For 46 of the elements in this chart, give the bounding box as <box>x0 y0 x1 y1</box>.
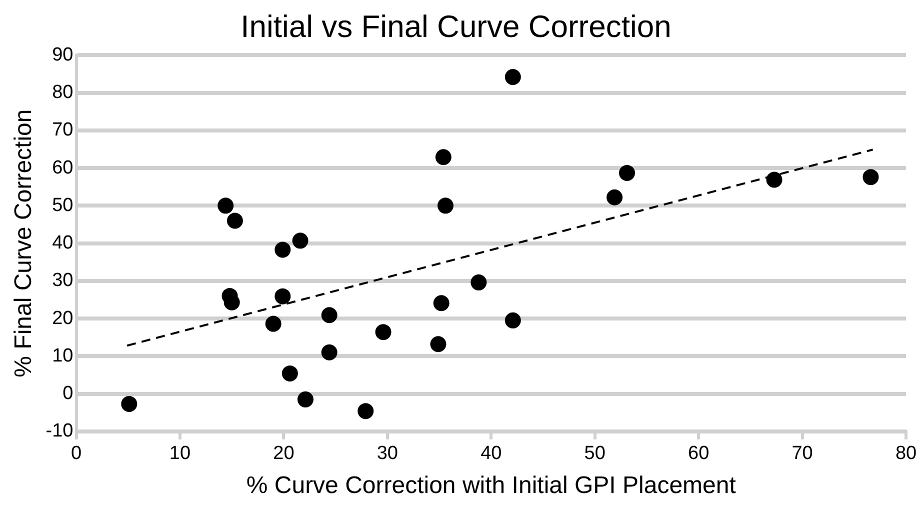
x-tick-label: 20 <box>273 443 294 464</box>
point <box>218 198 234 214</box>
point <box>504 69 521 86</box>
point <box>292 232 308 249</box>
point <box>433 295 450 312</box>
point <box>470 274 487 290</box>
point <box>430 336 446 352</box>
y-tick-label: 50 <box>52 194 74 216</box>
y-tick-label: 90 <box>52 44 74 66</box>
point <box>358 403 374 420</box>
y-tick-label: 70 <box>52 120 74 141</box>
y-tick-label: 40 <box>52 232 74 254</box>
point <box>297 391 314 408</box>
point <box>274 288 291 304</box>
y-tick-label: 0 <box>62 383 74 404</box>
chart-title: Initial vs Final Curve Correction <box>240 9 672 44</box>
point <box>606 189 623 206</box>
y-tick-label: 10 <box>52 345 74 366</box>
point <box>862 169 879 186</box>
point <box>282 365 298 382</box>
y-tick-label: 60 <box>52 157 74 178</box>
x-tick-label: 60 <box>688 443 710 464</box>
point <box>375 324 392 340</box>
x-tick-label: 40 <box>480 443 502 464</box>
point <box>437 198 454 214</box>
point <box>435 149 452 166</box>
x-tick-label: 10 <box>169 443 191 464</box>
x-tick-label: 80 <box>895 443 917 464</box>
point <box>321 307 338 324</box>
point <box>766 172 782 188</box>
x-axis-title: % Curve Correction with Initial GPI Placement <box>246 472 736 500</box>
y-tick-label: -10 <box>46 420 74 442</box>
point <box>265 316 282 332</box>
point <box>504 312 521 328</box>
x-tick-label: 50 <box>584 443 606 464</box>
point <box>121 396 138 412</box>
y-axis-title: % Final Curve Correction <box>10 109 38 378</box>
x-tick-label: 70 <box>792 443 813 464</box>
y-tick-label: 80 <box>52 82 74 104</box>
point <box>274 242 291 258</box>
point <box>226 212 243 229</box>
point <box>321 344 338 360</box>
y-tick-label: 20 <box>52 308 74 329</box>
x-tick-label: 30 <box>376 443 398 464</box>
point <box>619 164 635 181</box>
y-tick-label: 30 <box>52 270 74 292</box>
